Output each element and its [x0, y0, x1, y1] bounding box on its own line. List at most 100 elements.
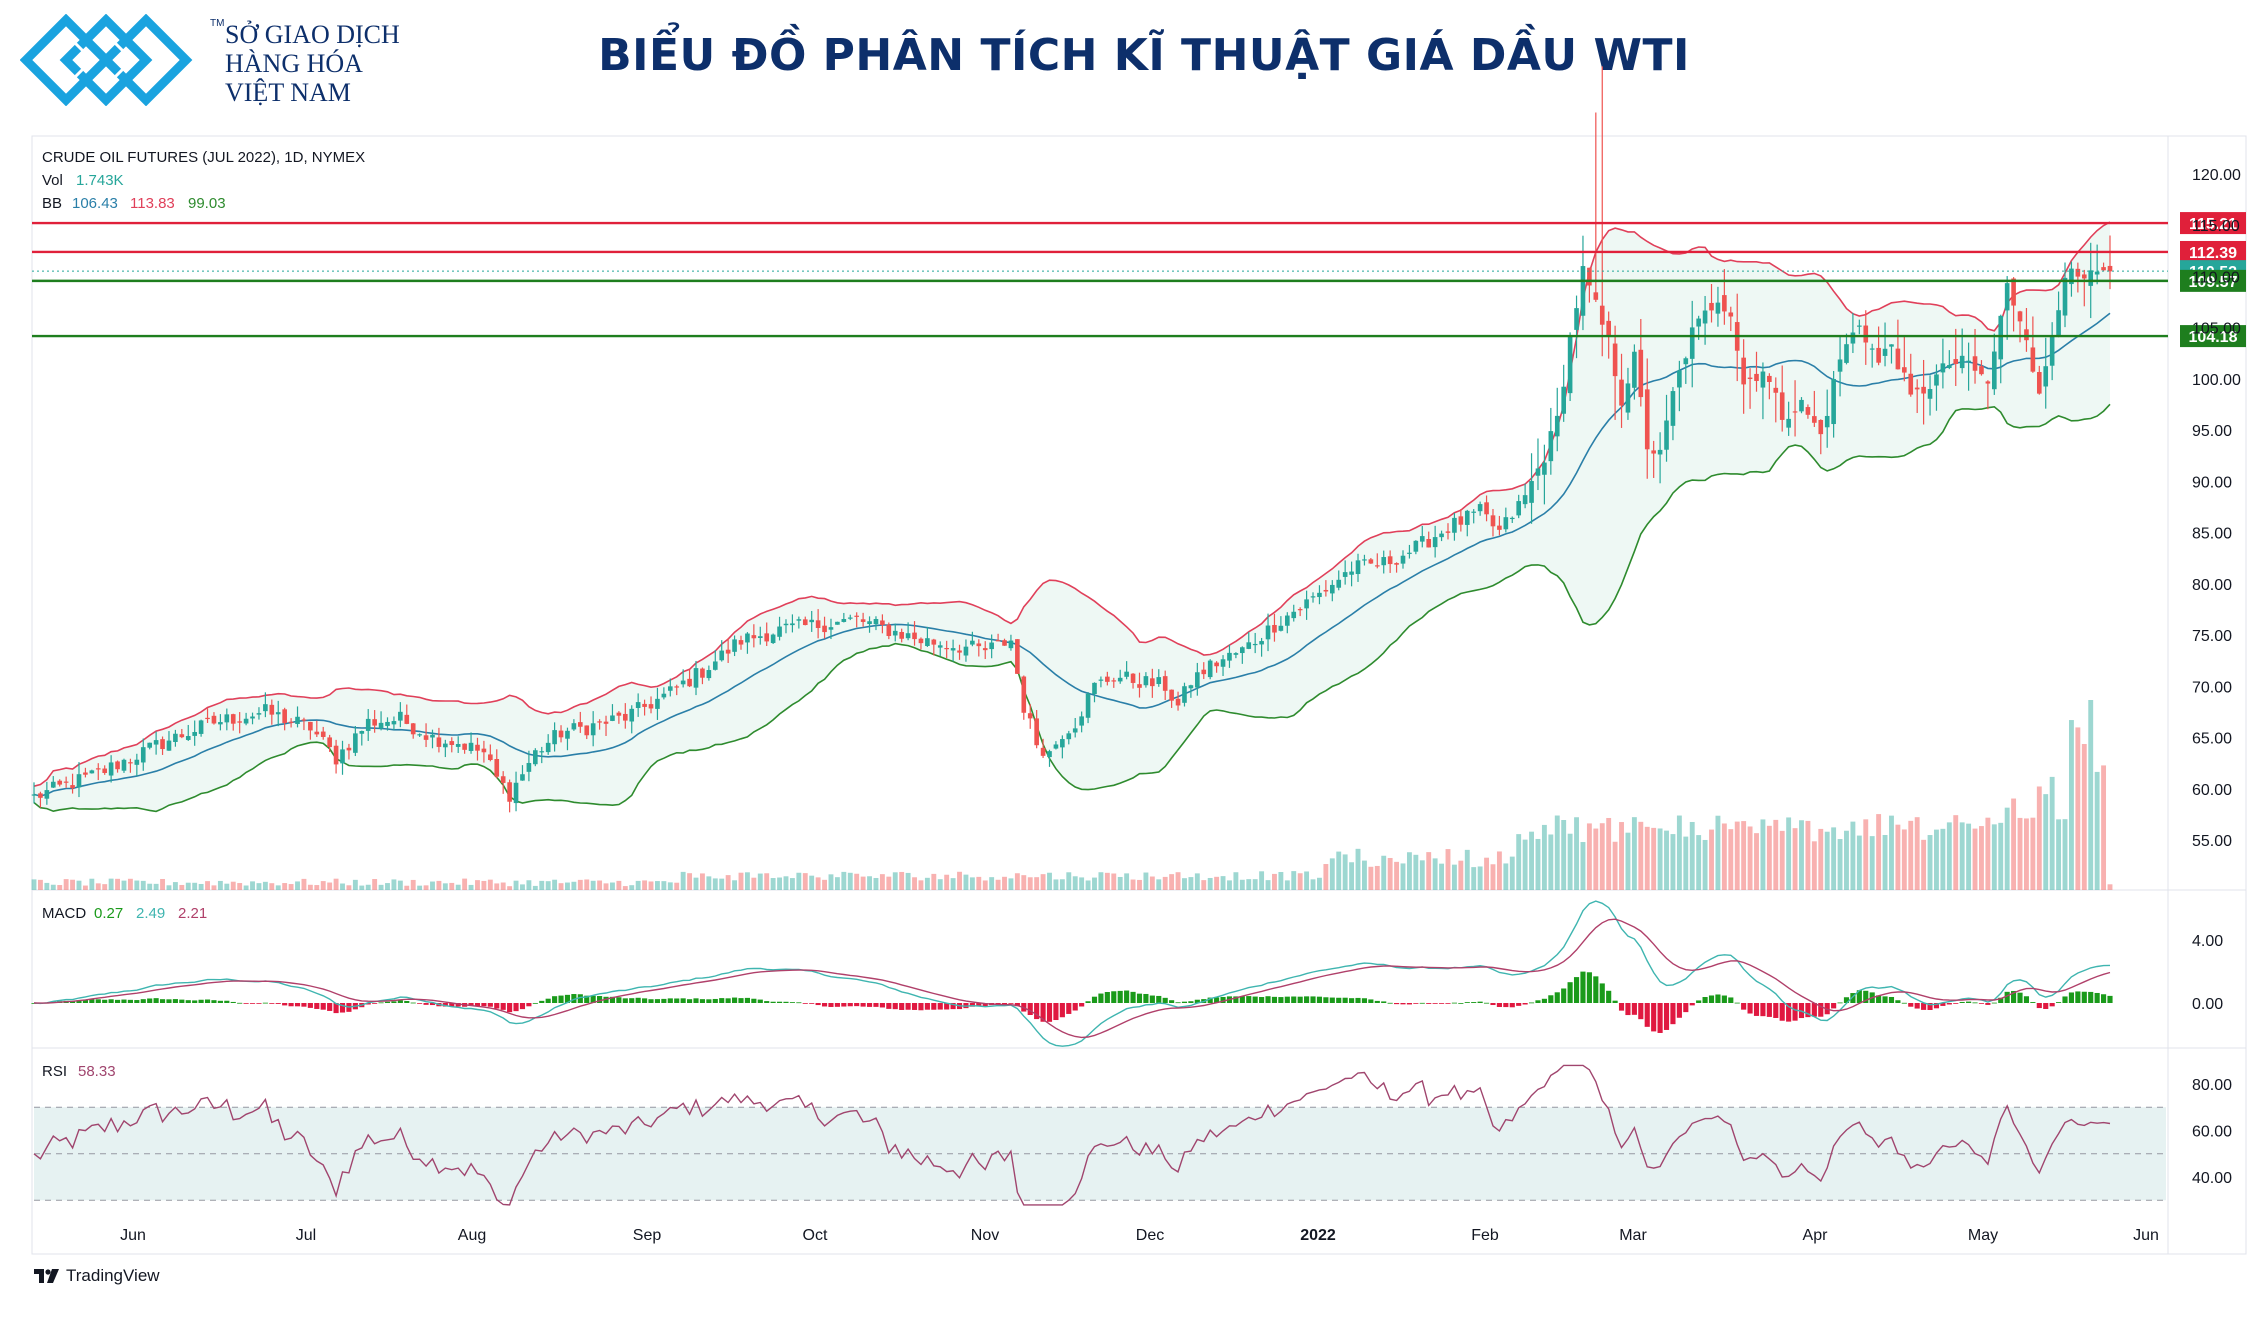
candle-body [1092, 682, 1097, 695]
macd-histogram-bar [1689, 1003, 1695, 1006]
candle-body [224, 714, 230, 723]
macd-histogram-bar [449, 1003, 455, 1007]
org-line-1: SỞ GIAO DỊCH [225, 20, 400, 49]
macd-histogram-bar [796, 1002, 802, 1004]
volume-bar [828, 874, 834, 890]
candle-body [1902, 367, 1907, 373]
candle-body [809, 619, 815, 623]
volume-bar [629, 885, 635, 890]
macd-histogram-bar [584, 995, 590, 1003]
volume-bar [732, 880, 738, 890]
volume-bar [1593, 828, 1599, 890]
volume-bar [1291, 871, 1297, 890]
volume-bar [1066, 872, 1072, 890]
macd-histogram-bar [1837, 1002, 1843, 1004]
volume-bar [1940, 828, 1946, 890]
volume-bar [989, 877, 995, 890]
candle-body [173, 733, 178, 743]
volume-bar [565, 882, 570, 890]
candle-body [513, 782, 519, 804]
price-tick-label: 105.00 [2192, 321, 2241, 338]
volume-bar [1220, 876, 1226, 890]
candle-body [976, 643, 982, 647]
x-tick-label: Mar [1619, 1227, 1647, 1244]
volume-bar [1381, 855, 1387, 890]
macd-histogram-bar [269, 1003, 275, 1004]
candle-body [128, 762, 133, 764]
candle-body [147, 742, 153, 748]
candle-body [533, 750, 538, 765]
macd-histogram-bar [841, 1003, 847, 1007]
candle-body [198, 720, 204, 734]
candle-body [1156, 677, 1162, 685]
volume-bar [1914, 817, 1920, 890]
macd-histogram-bar [1856, 990, 1862, 1003]
macd-histogram-bar [1342, 997, 1348, 1003]
volume-bar [95, 883, 101, 890]
macd-histogram-bar [1573, 977, 1580, 1003]
candle-body [1972, 356, 1978, 371]
candle-body [1779, 392, 1785, 420]
volume-bar [822, 879, 827, 890]
macd-histogram-bar [256, 1003, 262, 1004]
volume-bar [1310, 879, 1316, 890]
volume-bar [1047, 872, 1052, 890]
volume-bar [924, 877, 930, 890]
candle-body [1599, 305, 1605, 325]
volume-bar [1207, 877, 1213, 890]
volume-bar [436, 880, 442, 890]
macd-histogram-bar [217, 1000, 223, 1003]
volume-bar [1927, 835, 1933, 890]
candle-body [1445, 531, 1451, 533]
candle-body [1818, 419, 1824, 435]
candle-body [1677, 370, 1682, 388]
volume-bar [918, 880, 924, 890]
candle-body [1342, 572, 1348, 577]
macd-histogram-bar [751, 998, 757, 1003]
candle-body [1651, 450, 1656, 454]
volume-bar [2036, 786, 2042, 890]
x-tick-label: Sep [633, 1227, 662, 1244]
volume-bar [1509, 856, 1515, 890]
candle-body [539, 751, 545, 753]
volume-bar [1368, 866, 1374, 890]
volume-bar [262, 881, 268, 890]
candle-body [372, 719, 377, 726]
volume-bar [622, 886, 628, 890]
macd-histogram-bar [121, 999, 127, 1003]
macd-histogram-bar [1027, 1003, 1033, 1015]
candle-body [886, 624, 892, 637]
candle-body [1490, 515, 1496, 527]
volume-bar [237, 883, 243, 890]
volume-bar [674, 882, 680, 890]
macd-histogram-bar [699, 999, 706, 1003]
candle-body [1214, 662, 1219, 667]
candle-body [1522, 495, 1528, 505]
macd-histogram-bar [642, 998, 648, 1003]
macd-histogram-bar [976, 1003, 982, 1007]
volume-bar [744, 872, 750, 890]
macd-histogram-bar [243, 1003, 249, 1004]
macd-histogram-bar [693, 998, 699, 1003]
candle-body [674, 686, 680, 688]
macd-histogram-bar [1978, 1003, 1985, 1004]
macd-histogram-bar [1355, 997, 1361, 1003]
macd-histogram-bar [204, 999, 211, 1003]
macd-histogram-bar [1972, 1002, 1978, 1004]
macd-histogram-bar [1927, 1003, 1933, 1010]
volume-bar [140, 880, 146, 890]
volume-bar [1882, 835, 1888, 890]
volume-bar [1175, 872, 1181, 890]
volume-bar [2068, 720, 2074, 890]
candle-body [218, 722, 223, 725]
volume-bar [1586, 823, 1592, 890]
volume-bar [2011, 798, 2017, 890]
volume-bar [378, 884, 384, 890]
volume-bar [1034, 877, 1040, 890]
volume-bar [340, 883, 345, 890]
volume-bar [1799, 820, 1804, 890]
volume-bar [1696, 835, 1702, 890]
volume-bar [1194, 873, 1200, 890]
volume-bar [1085, 880, 1091, 890]
volume-bar [1336, 851, 1342, 890]
